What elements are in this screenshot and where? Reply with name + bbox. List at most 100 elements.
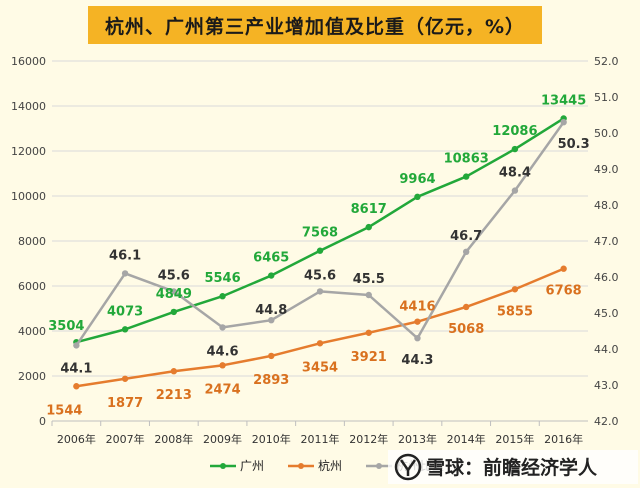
left-tick-label: 8000 [18,235,46,248]
watermark-backdrop [388,450,638,484]
right-tick-label: 45.0 [594,307,619,320]
left-tick-label: 4000 [18,325,46,338]
data-label: 10863 [444,152,489,167]
series-point [414,193,421,201]
series-point [268,272,275,279]
right-tick-label: 48.0 [594,199,619,212]
data-label: 3454 [302,360,338,375]
series-point [73,383,80,390]
left-tick-label: 10000 [11,190,46,203]
data-label: 46.7 [450,229,482,244]
data-label: 44.8 [255,303,287,318]
series-point [316,288,324,295]
data-label: 2474 [204,382,240,397]
data-label: 5546 [204,271,240,286]
watermark-group: 雪球：前瞻经济学人 [388,450,638,484]
series-point [560,265,567,272]
series-point [268,352,275,360]
legend-label: 广州 [240,459,264,473]
x-tick-label: 2016年 [544,432,583,446]
data-label: 46.1 [109,248,141,263]
data-label: 44.6 [207,344,239,359]
series-point [121,270,129,277]
watermark-text: 雪球：前瞻经济学人 [426,456,598,479]
data-label: 4073 [107,304,143,319]
series-point [219,362,226,369]
series-point [365,223,372,231]
x-tick-label: 2014年 [447,432,486,446]
data-label: 7568 [302,226,338,241]
series-point [73,342,80,349]
x-tick-label: 2008年 [154,432,193,446]
right-tick-label: 47.0 [594,235,619,248]
right-tick-label: 51.0 [594,91,619,104]
data-label: 1544 [46,403,82,418]
series-point [511,145,519,153]
data-label: 45.6 [304,268,336,283]
series-group [73,115,567,390]
series-point [462,303,470,311]
series-point [170,308,178,316]
data-label: 44.1 [60,361,92,376]
series-point [170,288,178,295]
right-tick-label: 50.0 [594,127,619,140]
left-tick-label: 12000 [11,145,46,158]
right-axis: 42.0 43.0 44.0 45.0 46.0 47.0 48.0 49.0 50.0 51.0… [594,55,619,428]
left-tick-label: 2000 [18,370,46,383]
data-label: 1877 [107,396,143,411]
data-label: 2213 [156,388,192,403]
data-label: 4416 [399,300,435,315]
left-tick-label: 0 [39,415,46,428]
left-axis: 0 2000 4000 6000 8000 10000 12000 14000 16000 [11,55,46,428]
x-tick-label: 2006年 [57,432,96,446]
data-label: 6768 [546,284,582,299]
legend-marker [220,463,226,469]
x-axis: 2006年 2007年 2008年 2009年 2010年 2011年 2012年 2013年… [51,420,588,446]
right-tick-label: 44.0 [594,343,619,356]
left-tick-label: 6000 [18,280,46,293]
snowball-logo-icon [394,453,422,481]
series-point [511,286,519,293]
data-label: 4849 [156,287,192,302]
data-label: 8617 [351,202,387,217]
series-point [365,291,372,299]
data-label: 44.3 [401,353,433,368]
right-tick-label: 43.0 [594,379,619,392]
data-label: 3504 [48,319,84,334]
data-label: 9964 [399,172,435,187]
data-label: 45.5 [353,272,385,287]
series-point [170,368,178,375]
snowball-logo-icon-glyph [399,459,417,476]
series-point [219,293,226,300]
data-label: 6465 [253,251,289,266]
right-tick-label: 46.0 [594,271,619,284]
series-point [414,335,421,342]
legend-marker [298,463,304,469]
right-tick-label: 42.0 [594,415,619,428]
series-point [219,324,226,331]
series-point [121,375,129,382]
left-tick-label: 14000 [11,100,46,113]
series-point [462,173,470,180]
data-label: 2893 [253,373,289,388]
left-tick-label: 16000 [11,55,46,68]
x-tick-label: 2009年 [203,432,242,446]
x-tick-label: 2015年 [495,432,534,446]
right-tick-label: 52.0 [594,55,619,68]
chart-title: 杭州、广州第三产业增加值及比重（亿元，%） [104,15,526,38]
legend-marker [376,463,382,469]
right-tick-label: 49.0 [594,163,619,176]
data-labels: 3504 4073 4849 5546 6465 7568 8617 9964 10863120… [46,93,589,418]
data-label: 5855 [497,304,533,319]
x-tick-label: 2011年 [301,432,340,446]
series-point [462,248,470,255]
x-tick-label: 2007年 [106,432,145,446]
data-label: 13445 [541,93,586,108]
x-tick-label: 2013年 [398,432,437,446]
data-label: 12086 [492,124,537,139]
data-label: 45.6 [158,268,190,283]
chart-title-box: 杭州、广州第三产业增加值及比重（亿元，%） [88,6,542,44]
series-point [365,329,372,336]
series-point [316,247,324,254]
data-label: 50.3 [558,137,590,152]
